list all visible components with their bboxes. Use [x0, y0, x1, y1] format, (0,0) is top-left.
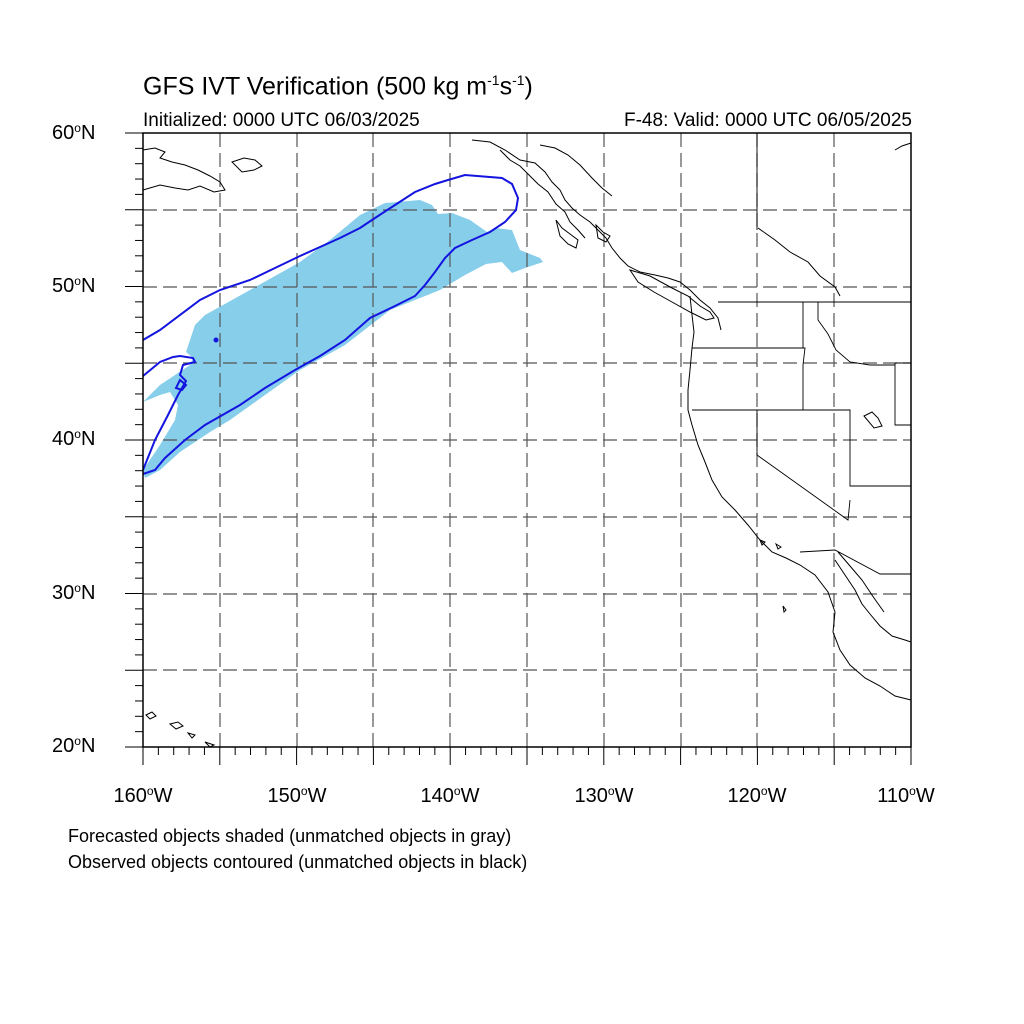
- axis-ticks: [125, 132, 912, 765]
- observed-object-point: [213, 337, 219, 343]
- observed-object-contour-west: [142, 354, 197, 471]
- lon-label-120w: 120oW: [727, 784, 787, 807]
- map-gridlines: [143, 133, 911, 747]
- lat-label-60: 60oN: [52, 121, 96, 144]
- lon-label-130w: 130oW: [574, 784, 634, 807]
- lat-label-20: 20oN: [52, 734, 96, 757]
- observed-object-contour-main: [142, 173, 520, 475]
- forecast-object: [143, 200, 543, 478]
- lat-label-40: 40oN: [52, 427, 96, 450]
- observed-object-contour-inner: [174, 378, 188, 392]
- lat-label-50: 50oN: [52, 274, 96, 297]
- lon-label-150w: 150oW: [267, 784, 327, 807]
- observed-objects: [142, 173, 520, 475]
- observed-note: Observed objects contoured (unmatched ob…: [68, 852, 528, 872]
- forecast-note: Forecasted objects shaded (unmatched obj…: [68, 826, 512, 846]
- lon-label-140w: 140oW: [420, 784, 480, 807]
- political-borders: [692, 133, 911, 575]
- chart-title: GFS IVT Verification (500 kg m-1s-1): [143, 72, 533, 101]
- coastlines: [142, 139, 912, 748]
- valid-time: F-48: Valid: 0000 UTC 06/05/2025: [624, 110, 912, 131]
- lon-label-160w: 160oW: [113, 784, 173, 807]
- lat-label-30: 30oN: [52, 581, 96, 604]
- initialized-time: Initialized: 0000 UTC 06/03/2025: [143, 110, 420, 131]
- lon-label-110w: 110oW: [877, 784, 935, 807]
- forecast-object-shade: [143, 200, 543, 478]
